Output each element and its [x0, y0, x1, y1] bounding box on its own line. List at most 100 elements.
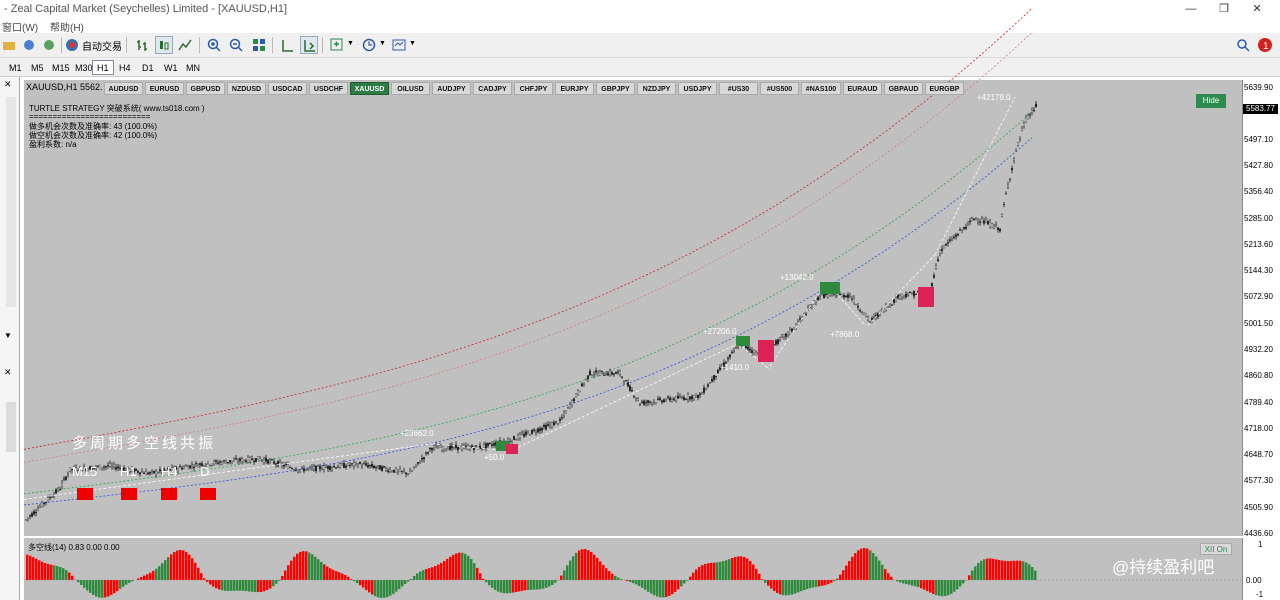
candle-body [673, 398, 675, 401]
histogram-bar [914, 580, 917, 587]
symbol-tab-eurgbp[interactable]: EURGBP [925, 82, 964, 95]
scrollbar[interactable] [6, 97, 16, 307]
maximize-button[interactable]: ❐ [1219, 3, 1229, 15]
histogram-bar [638, 580, 641, 586]
timeframe-m5[interactable]: M5 [31, 63, 44, 73]
candle-body [491, 444, 493, 446]
symbol-tab-gbpusd[interactable]: GBPUSD [186, 82, 225, 95]
candle-body [361, 465, 363, 467]
histogram-bar [272, 580, 275, 587]
upper-band-line [23, 8, 1033, 450]
histogram-bar [227, 580, 230, 591]
candle-body [75, 467, 77, 472]
candle-body [181, 467, 183, 470]
symbol-tab-xauusd[interactable]: XAUUSD [350, 82, 389, 95]
symbol-tab-usdcad[interactable]: USDCAD [268, 82, 307, 95]
price-tick-label: 4789.40 [1244, 398, 1273, 407]
refresh-icon[interactable] [40, 36, 58, 54]
symbol-tab-audjpy[interactable]: AUDJPY [432, 82, 471, 95]
timeframe-h1[interactable]: H1 [92, 60, 114, 75]
subchart-toggle-button[interactable]: XII On [1200, 543, 1232, 555]
histogram-bar [245, 580, 248, 592]
candle-body [321, 469, 323, 471]
candle-body [299, 469, 301, 471]
main-chart-area[interactable] [24, 80, 1242, 536]
timeframe-m1[interactable]: M1 [9, 63, 22, 73]
candlestick-icon[interactable] [155, 36, 173, 54]
histogram-bar [140, 576, 143, 580]
scrollbar[interactable] [6, 402, 16, 452]
hide-button[interactable]: Hide [1196, 94, 1226, 108]
templates-icon[interactable] [390, 36, 408, 54]
auto-trading-button[interactable]: 自动交易 [64, 36, 122, 54]
chevron-down-icon[interactable]: ▼ [4, 331, 12, 340]
timeframe-d1[interactable]: D1 [142, 63, 154, 73]
symbol-tab-eurjpy[interactable]: EURJPY [555, 82, 594, 95]
histogram-bar [200, 573, 203, 580]
zoom-in-icon[interactable] [205, 36, 223, 54]
candle-body [911, 293, 913, 295]
minimize-button[interactable]: — [1185, 3, 1197, 15]
candle-body [121, 468, 123, 471]
chevron-down-icon[interactable]: ▼ [409, 40, 416, 47]
indicators-icon[interactable] [328, 36, 346, 54]
menu-help[interactable]: 帮助(H) [50, 23, 84, 34]
timeframe-m30[interactable]: M30 [75, 63, 93, 73]
symbol-tab-gbpaud[interactable]: GBPAUD [884, 82, 923, 95]
timeframe-h4[interactable]: H4 [119, 63, 131, 73]
symbol-tab-usdjpy[interactable]: USDJPY [678, 82, 717, 95]
symbol-tab-nzdusd[interactable]: NZDUSD [227, 82, 266, 95]
symbol-tab-us500[interactable]: #US500 [760, 82, 799, 95]
symbol-tab-gbpjpy[interactable]: GBPJPY [596, 82, 635, 95]
candle-body [209, 464, 211, 467]
line-chart-icon[interactable] [176, 36, 194, 54]
notification-icon[interactable]: 1 [1256, 36, 1274, 54]
candle-body [629, 385, 631, 391]
symbol-tab-oilusd[interactable]: OILUSD [391, 82, 430, 95]
close-icon[interactable]: ✕ [4, 79, 12, 89]
symbol-tab-cadjpy[interactable]: CADJPY [473, 82, 512, 95]
symbol-tab-eurusd[interactable]: EURUSD [145, 82, 184, 95]
close-button[interactable]: ✕ [1252, 3, 1262, 15]
histogram-bar [425, 569, 428, 580]
menu-window[interactable]: 窗口(W) [2, 23, 39, 34]
candle-body [825, 294, 827, 296]
candle-body [387, 470, 389, 472]
symbol-tab-usdchf[interactable]: USDCHF [309, 82, 348, 95]
periods-icon[interactable] [360, 36, 378, 54]
tile-windows-icon[interactable] [250, 36, 268, 54]
histogram-bar [377, 580, 380, 598]
candle-body [433, 445, 435, 448]
symbol-tab-euraud[interactable]: EURAUD [843, 82, 882, 95]
symbol-tab-audusd[interactable]: AUDUSD [104, 82, 143, 95]
candle-body [183, 466, 185, 469]
timeframe-w1[interactable]: W1 [164, 63, 178, 73]
autoscroll-icon[interactable] [300, 36, 318, 54]
candle-body [1031, 110, 1033, 114]
chevron-down-icon[interactable]: ▼ [379, 40, 386, 47]
candle-body [685, 398, 687, 401]
candle-body [521, 433, 523, 435]
symbol-tab-nas100[interactable]: #NAS100 [801, 82, 841, 95]
symbol-tab-nzdjpy[interactable]: NZDJPY [637, 82, 676, 95]
search-icon[interactable] [1234, 36, 1252, 54]
zoom-out-icon[interactable] [227, 36, 245, 54]
trade-line [513, 343, 739, 450]
chart-shift-icon[interactable] [278, 36, 296, 54]
symbol-tab-chfjpy[interactable]: CHFJPY [514, 82, 553, 95]
timeframe-mn[interactable]: MN [186, 63, 200, 73]
symbol-tab-us30[interactable]: #US30 [719, 82, 758, 95]
histogram-bar [452, 554, 455, 580]
close-icon[interactable]: ✕ [4, 367, 12, 377]
histogram-bar [488, 580, 491, 586]
histogram-bar [593, 554, 596, 580]
candle-body [227, 461, 229, 464]
folder-icon[interactable] [0, 36, 18, 54]
price-tick-label: 4718.00 [1244, 424, 1273, 433]
histogram-bar [542, 580, 545, 589]
chevron-down-icon[interactable]: ▼ [347, 40, 354, 47]
timeframe-m15[interactable]: M15 [52, 63, 70, 73]
bar-chart-icon[interactable] [134, 36, 152, 54]
candle-body [545, 425, 547, 430]
profiles-icon[interactable] [20, 36, 38, 54]
